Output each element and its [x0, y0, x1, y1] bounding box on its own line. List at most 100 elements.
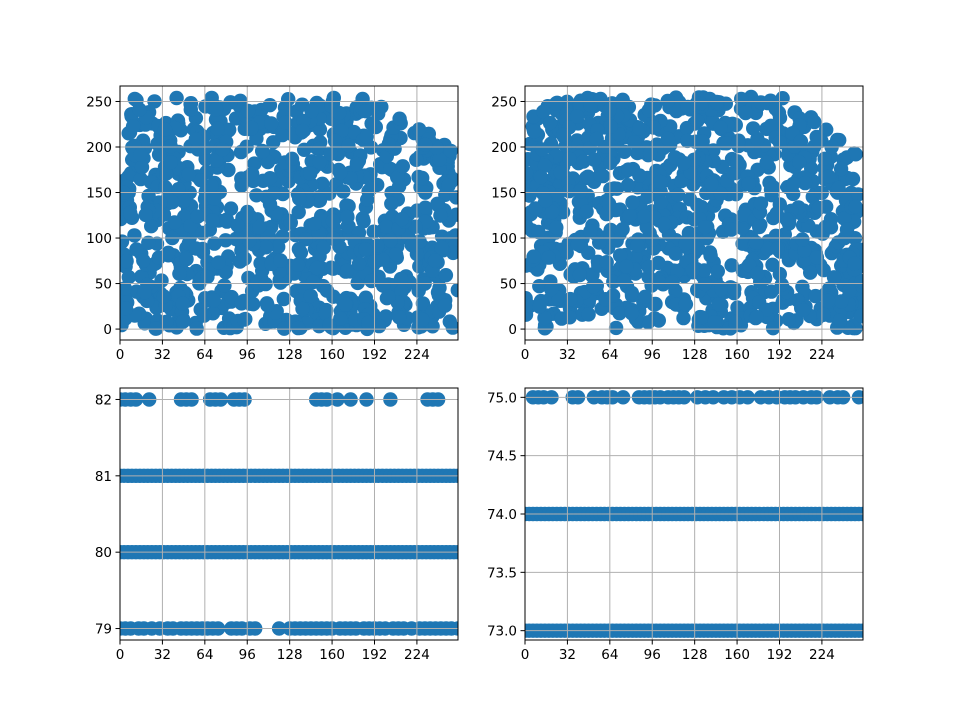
scatter-point [541, 250, 556, 265]
scatter-point [179, 251, 194, 267]
scatter-point [415, 296, 431, 311]
scatter-point [837, 211, 852, 226]
scatter-point [198, 151, 213, 167]
scatter-point [641, 102, 657, 118]
scatter-point [262, 171, 278, 186]
scatter-point [242, 233, 257, 249]
scatter-point [291, 204, 306, 220]
scatter-point [848, 199, 863, 214]
scatter-point [656, 216, 672, 232]
scatter-point [215, 142, 230, 157]
subplot-top-right: 0 32 64 96 128 160 192 224 0 50 100 150 200 250 [491, 85, 864, 363]
scatter-point [548, 96, 564, 111]
scatter-point [207, 191, 222, 206]
scatter-point [664, 275, 679, 290]
scatter-point [602, 103, 617, 118]
scatter-point [339, 263, 355, 279]
scatter-point [680, 133, 695, 149]
scatter-point [438, 268, 454, 283]
scatter-point [318, 306, 333, 321]
scatter-point [167, 215, 182, 230]
scatter-point [653, 174, 668, 190]
scatter-point [763, 118, 778, 133]
x-tick-label: 224 [404, 347, 430, 363]
y-tick-label: 50 [95, 277, 112, 293]
scatter-point [793, 134, 809, 149]
scatter-point [640, 189, 655, 204]
scatter-point [526, 249, 541, 264]
scatter-point [312, 154, 327, 170]
scatter-point [434, 240, 449, 256]
scatter-point [392, 111, 407, 126]
scatter-point [774, 277, 789, 292]
scatter-point [445, 320, 458, 335]
scatter-point [680, 99, 695, 115]
scatter-point [589, 131, 604, 147]
scatter-point [622, 208, 637, 223]
scatter-point [534, 142, 550, 157]
scatter-point [221, 123, 236, 138]
scatter-point [669, 103, 684, 119]
scatter-point [848, 147, 863, 162]
x-tick-label: 224 [809, 347, 835, 363]
x-tick-label: 64 [196, 347, 213, 363]
scatter-point [681, 225, 697, 241]
scatter-point [208, 102, 224, 117]
scatter-point [432, 280, 447, 296]
scatter-point [526, 124, 542, 139]
scatter-point [697, 220, 713, 235]
scatter-point [572, 267, 587, 283]
scatter-point [120, 301, 134, 316]
scatter-point [237, 251, 252, 266]
scatter-point [694, 199, 709, 215]
x-tick-label: 224 [809, 647, 835, 663]
scatter-point [704, 176, 719, 192]
scatter-point [361, 315, 376, 331]
scatter-point [129, 242, 144, 257]
scatter-point [536, 104, 551, 120]
scatter-point [632, 121, 647, 136]
y-axis: 0 50 100 150 200 250 [86, 94, 120, 338]
scatter-point [141, 235, 156, 250]
scatter-point [651, 255, 666, 271]
scatter-point [234, 296, 249, 311]
scatter-point [581, 245, 596, 260]
scatter-point [713, 186, 728, 201]
scatter-point [599, 255, 614, 270]
scatter-point [393, 271, 409, 287]
scatter-point [271, 239, 286, 255]
scatter-point [349, 156, 365, 172]
scatter-point [679, 120, 695, 136]
x-tick-label: 0 [116, 347, 125, 363]
scatter-point [290, 257, 306, 272]
scatter-point [276, 291, 291, 307]
x-axis: 0 32 64 96 128 160 192 224 [116, 640, 430, 663]
scatter-points [120, 90, 458, 337]
scatter-point [252, 219, 267, 235]
scatter-point [607, 181, 622, 196]
scatter-point [619, 259, 634, 274]
scatter-point [336, 184, 351, 199]
scatter-point [637, 289, 653, 304]
scatter-point [262, 98, 278, 113]
scatter-point [555, 127, 571, 143]
scatter-point [562, 310, 577, 325]
scatter-point [549, 220, 564, 235]
scatter-point [327, 133, 343, 149]
scatter-point [205, 213, 220, 228]
scatter-point [449, 190, 458, 205]
scatter-point [820, 293, 836, 309]
scatter-point [592, 235, 607, 250]
x-tick-label: 160 [319, 347, 345, 363]
scatter-point [768, 101, 783, 117]
scatter-point [563, 291, 578, 307]
scatter-point [291, 241, 307, 257]
scatter-point [537, 158, 553, 173]
scatter-point [427, 253, 443, 268]
scatter-point [326, 231, 341, 246]
scatter-point [245, 166, 260, 182]
x-tick-label: 96 [239, 347, 256, 363]
y-tick-label: 73.0 [487, 624, 517, 640]
scatter-point [562, 183, 577, 199]
